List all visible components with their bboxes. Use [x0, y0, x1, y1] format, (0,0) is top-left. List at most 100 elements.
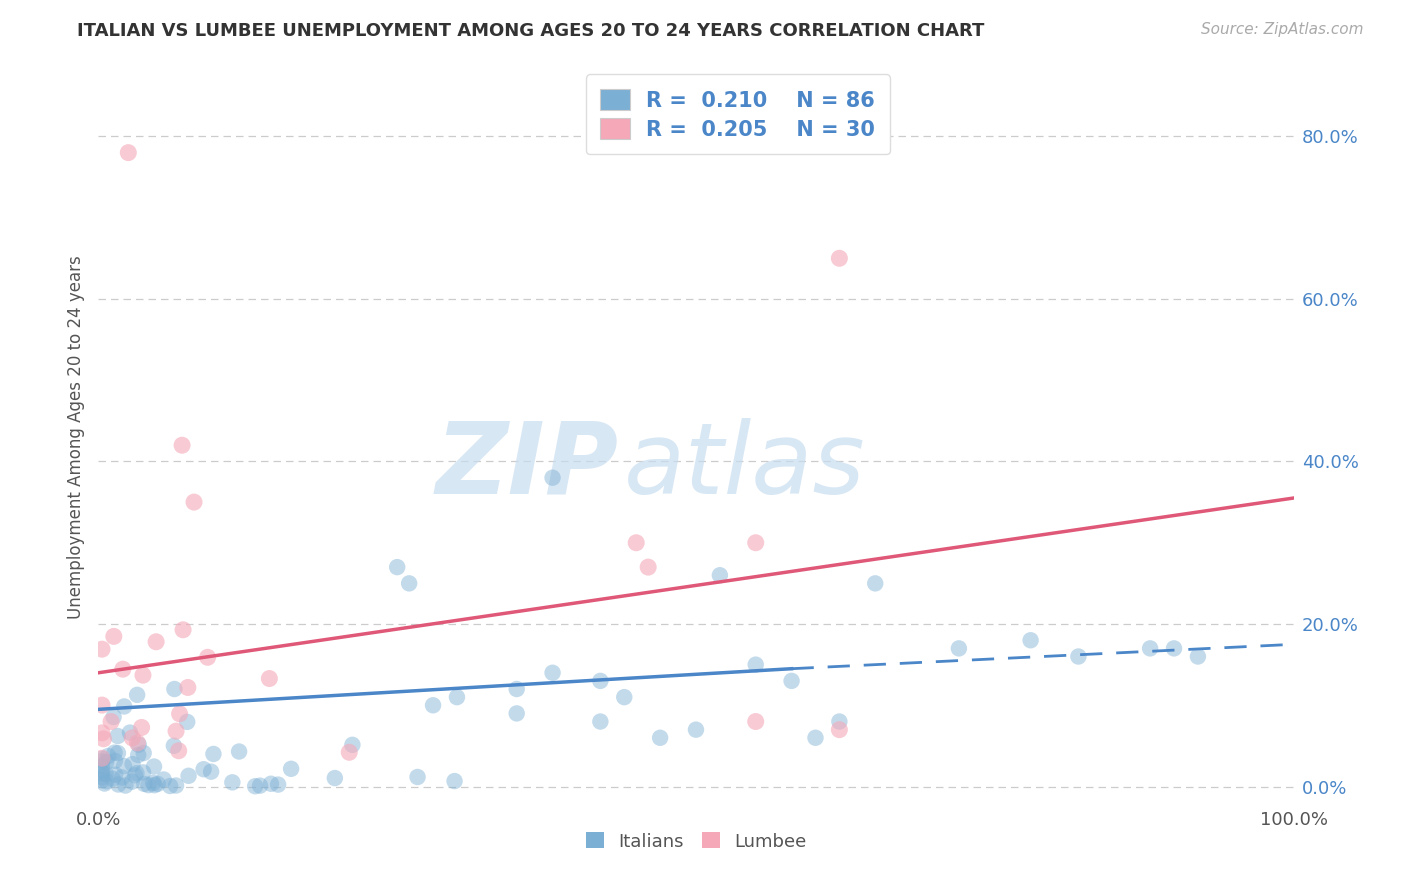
Text: ZIP: ZIP — [436, 417, 619, 515]
Point — [114, 779, 136, 793]
Point — [96, 774, 118, 789]
Point — [91, 770, 114, 784]
Point — [828, 723, 851, 737]
Point — [177, 681, 200, 695]
Point — [91, 751, 114, 765]
Point — [172, 623, 194, 637]
Point — [337, 745, 360, 759]
Point — [143, 778, 166, 792]
Point — [165, 724, 187, 739]
Point — [104, 754, 127, 768]
Point — [112, 759, 135, 773]
Point — [134, 777, 156, 791]
Point — [406, 770, 429, 784]
Point — [280, 762, 302, 776]
Point — [104, 767, 127, 781]
Point — [103, 629, 125, 643]
Point — [865, 576, 887, 591]
Point — [589, 673, 612, 688]
Point — [1019, 633, 1042, 648]
Point — [685, 723, 707, 737]
Point — [93, 776, 115, 790]
Point — [167, 744, 190, 758]
Point — [249, 779, 271, 793]
Point — [197, 650, 219, 665]
Point — [626, 535, 648, 549]
Point — [1139, 641, 1161, 656]
Point — [443, 774, 465, 789]
Point — [398, 576, 420, 591]
Point — [648, 731, 672, 745]
Legend: Italians, Lumbee: Italians, Lumbee — [576, 823, 815, 860]
Point — [745, 714, 768, 729]
Point — [127, 747, 149, 762]
Point — [101, 772, 124, 786]
Point — [107, 746, 129, 760]
Point — [163, 681, 186, 696]
Point — [100, 714, 122, 729]
Point — [125, 766, 148, 780]
Point — [111, 662, 134, 676]
Point — [260, 777, 283, 791]
Point — [446, 690, 468, 705]
Point — [183, 495, 205, 509]
Point — [169, 706, 191, 721]
Point — [385, 560, 409, 574]
Point — [91, 773, 114, 788]
Point — [948, 641, 970, 656]
Point — [132, 765, 155, 780]
Point — [228, 745, 250, 759]
Point — [780, 673, 803, 688]
Point — [221, 775, 243, 789]
Point — [259, 672, 281, 686]
Point — [138, 778, 160, 792]
Point — [200, 764, 222, 779]
Point — [146, 777, 169, 791]
Point — [121, 757, 143, 772]
Point — [745, 657, 768, 672]
Point — [91, 755, 114, 769]
Point — [107, 729, 129, 743]
Point — [132, 746, 155, 760]
Point — [152, 772, 174, 787]
Point — [422, 698, 444, 713]
Point — [103, 746, 125, 760]
Point — [541, 665, 564, 680]
Point — [165, 779, 187, 793]
Point — [613, 690, 636, 705]
Point — [145, 634, 167, 648]
Text: atlas: atlas — [624, 417, 866, 515]
Point — [94, 767, 117, 781]
Text: Source: ZipAtlas.com: Source: ZipAtlas.com — [1201, 22, 1364, 37]
Point — [202, 747, 225, 761]
Point — [243, 779, 266, 793]
Point — [342, 738, 364, 752]
Point — [121, 731, 143, 745]
Point — [91, 752, 114, 766]
Point — [176, 714, 198, 729]
Point — [91, 726, 114, 740]
Point — [124, 768, 146, 782]
Point — [142, 776, 165, 790]
Point — [589, 714, 612, 729]
Point — [1163, 641, 1185, 656]
Point — [709, 568, 731, 582]
Point — [91, 759, 114, 773]
Point — [143, 759, 166, 773]
Point — [1187, 649, 1209, 664]
Y-axis label: Unemployment Among Ages 20 to 24 years: Unemployment Among Ages 20 to 24 years — [66, 255, 84, 619]
Point — [159, 779, 181, 793]
Point — [132, 668, 155, 682]
Point — [506, 681, 529, 696]
Point — [172, 438, 194, 452]
Point — [107, 777, 129, 791]
Point — [127, 736, 149, 750]
Point — [103, 710, 125, 724]
Point — [267, 778, 290, 792]
Text: ITALIAN VS LUMBEE UNEMPLOYMENT AMONG AGES 20 TO 24 YEARS CORRELATION CHART: ITALIAN VS LUMBEE UNEMPLOYMENT AMONG AGE… — [77, 22, 984, 40]
Point — [506, 706, 529, 721]
Point — [91, 698, 114, 712]
Point — [127, 688, 149, 702]
Point — [323, 771, 346, 785]
Point — [91, 642, 114, 657]
